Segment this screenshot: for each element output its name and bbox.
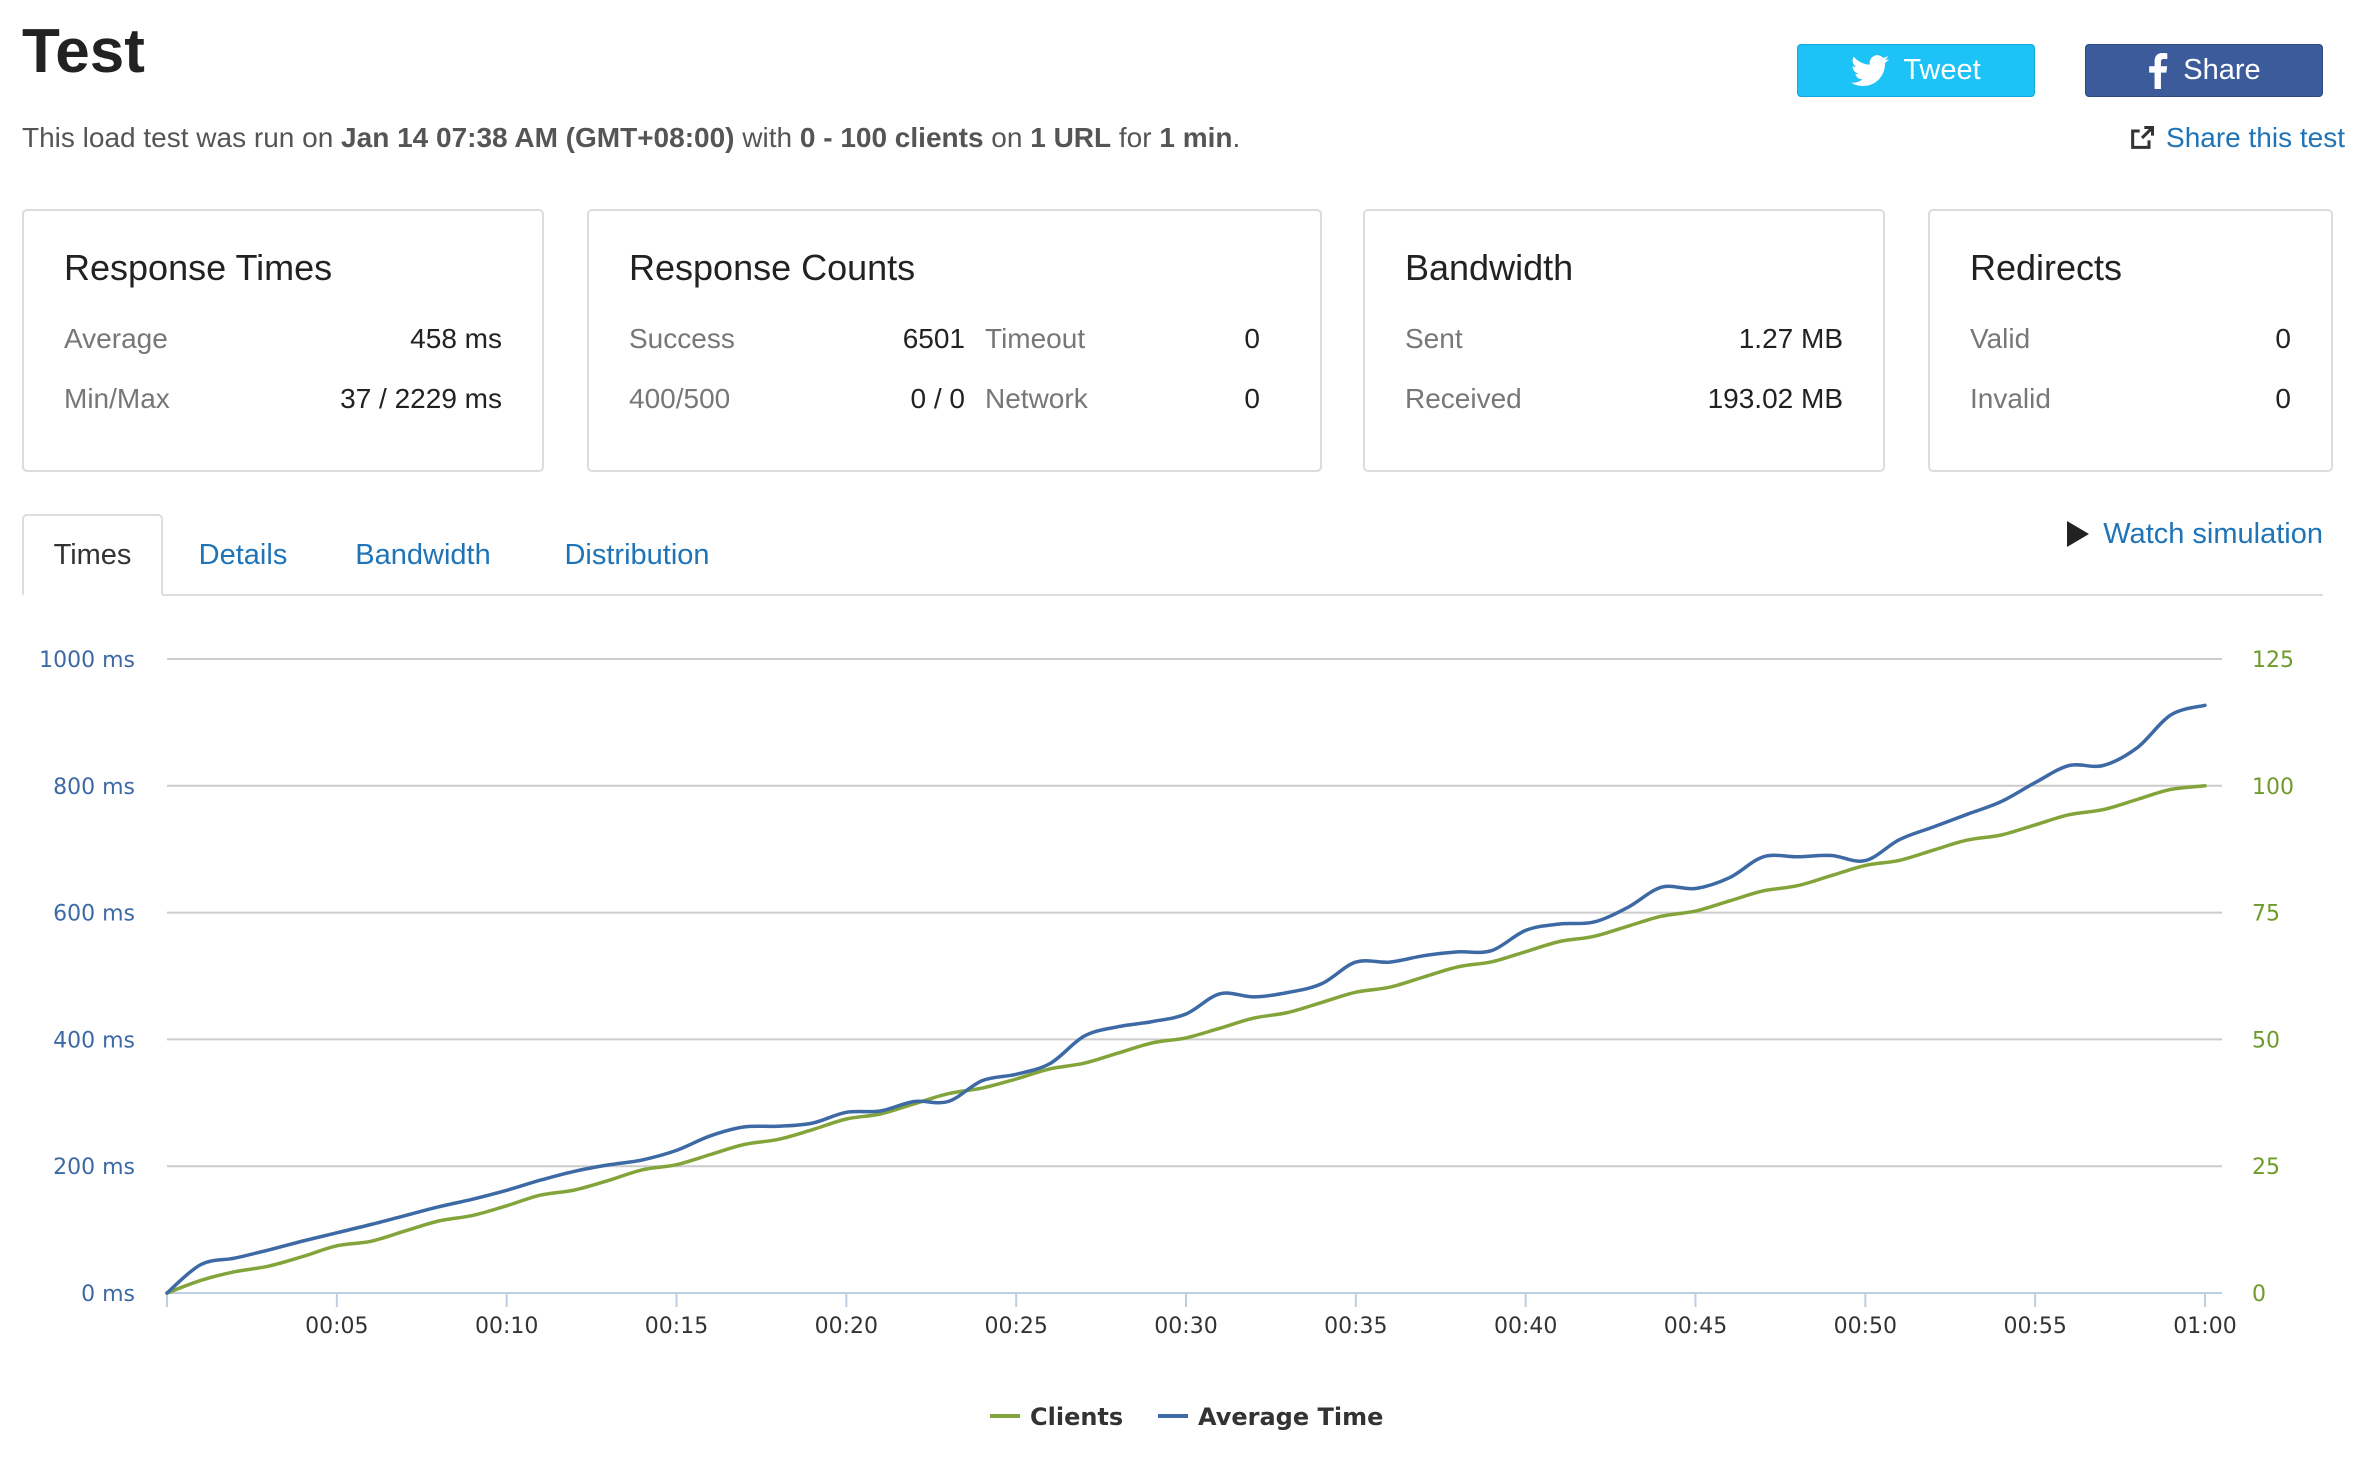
tab-bandwidth[interactable]: Bandwidth — [355, 538, 491, 571]
test-urls: 1 URL — [1030, 122, 1112, 153]
y-left-tick-label: 200 ms — [53, 1155, 135, 1180]
share-icon — [2131, 125, 2155, 149]
legend-label: Average Time — [1198, 1403, 1383, 1431]
success-value: 6501 — [902, 323, 965, 354]
sent-label: Sent — [1405, 323, 1463, 354]
y-left-tick-label: 400 ms — [53, 1028, 135, 1053]
test-summary: This load test was run on Jan 14 07:38 A… — [22, 122, 1241, 153]
response-times-card: Response Times Average 458 ms Min/Max 37… — [22, 209, 544, 472]
y-left-tick-label: 600 ms — [53, 902, 135, 927]
errors-label: 400/500 — [629, 383, 731, 414]
x-tick-label: 00:55 — [2003, 1314, 2066, 1339]
legend-label: Clients — [1030, 1403, 1123, 1431]
x-tick-label: 00:20 — [815, 1314, 878, 1339]
play-icon — [2067, 521, 2090, 547]
facebook-icon — [2149, 52, 2168, 89]
invalid-value: 0 — [2275, 383, 2291, 414]
card-title: Bandwidth — [1405, 247, 1574, 288]
clients-series-line — [165, 784, 2207, 1295]
average-label: Average — [64, 323, 168, 354]
tab-distribution[interactable]: Distribution — [564, 538, 710, 571]
y-left-tick-label: 0 ms — [81, 1282, 135, 1307]
success-label: Success — [629, 323, 735, 354]
average-time-series-line — [165, 703, 2207, 1295]
test-duration: 1 min — [1159, 122, 1233, 153]
x-tick-label: 01:00 — [2173, 1314, 2236, 1339]
x-tick-label: 00:25 — [984, 1314, 1047, 1339]
y-right-tick-label: 75 — [2252, 902, 2280, 927]
card-title: Redirects — [1970, 247, 2123, 288]
card-title: Response Times — [64, 247, 333, 288]
y-left-tick-label: 800 ms — [53, 775, 135, 800]
x-tick-label: 00:15 — [645, 1314, 708, 1339]
legend-item-clients[interactable]: Clients — [990, 1403, 1123, 1431]
network-value: 0 — [1244, 383, 1260, 414]
facebook-share-button[interactable]: Share — [2085, 44, 2323, 97]
x-tick-label: 00:30 — [1154, 1314, 1217, 1339]
sent-value: 1.27 MB — [1738, 323, 1843, 354]
x-tick-label: 00:50 — [1834, 1314, 1897, 1339]
received-label: Received — [1405, 383, 1522, 414]
x-tick-label: 00:10 — [475, 1314, 538, 1339]
test-clients: 0 - 100 clients — [799, 122, 984, 153]
tab-times[interactable]: Times — [22, 514, 163, 596]
valid-value: 0 — [2275, 323, 2291, 354]
timeout-label: Timeout — [985, 323, 1086, 354]
y-right-tick-label: 100 — [2252, 775, 2294, 800]
minmax-label: Min/Max — [64, 383, 170, 414]
page-title: Test — [22, 17, 145, 86]
errors-value: 0 / 0 — [910, 383, 965, 414]
y-right-tick-label: 0 — [2252, 1282, 2266, 1307]
response-time-chart: 0 ms 200 ms 400 ms 600 ms 800 ms 1000 ms 0 25 5… — [39, 648, 2294, 1431]
received-value: 193.02 MB — [1707, 383, 1843, 414]
x-tick-label: 00:35 — [1324, 1314, 1387, 1339]
valid-label: Valid — [1970, 323, 2031, 354]
average-value: 458 ms — [410, 323, 502, 354]
y-right-tick-label: 25 — [2252, 1155, 2280, 1180]
invalid-label: Invalid — [1970, 383, 2051, 414]
y-right-tick-label: 125 — [2252, 648, 2294, 673]
x-tick-label: 00:05 — [305, 1314, 368, 1339]
tab-details[interactable]: Details — [198, 538, 288, 571]
network-label: Network — [985, 383, 1088, 414]
y-right-tick-label: 50 — [2252, 1028, 2280, 1053]
watch-simulation-link[interactable]: Watch simulation — [2067, 514, 2323, 554]
response-counts-card: Response Counts Success 6501 Timeout 0 4… — [587, 209, 1322, 472]
card-title: Response Counts — [629, 247, 916, 288]
bandwidth-card: Bandwidth Sent 1.27 MB Received 193.02 M… — [1363, 209, 1885, 472]
legend-item-average-time[interactable]: Average Time — [1158, 1403, 1383, 1431]
tabs-divider — [22, 594, 2323, 596]
tweet-button[interactable]: Tweet — [1797, 44, 2035, 97]
redirects-card: Redirects Valid 0 Invalid 0 — [1928, 209, 2333, 472]
test-date: Jan 14 07:38 AM (GMT+08:00) — [341, 122, 735, 153]
share-this-test-link[interactable]: Share this test — [2128, 118, 2345, 158]
minmax-value: 37 / 2229 ms — [340, 383, 502, 414]
x-tick-label: 00:45 — [1664, 1314, 1727, 1339]
y-left-tick-label: 1000 ms — [39, 648, 135, 673]
twitter-icon — [1851, 54, 1890, 86]
timeout-value: 0 — [1244, 323, 1260, 354]
x-tick-label: 00:40 — [1494, 1314, 1557, 1339]
